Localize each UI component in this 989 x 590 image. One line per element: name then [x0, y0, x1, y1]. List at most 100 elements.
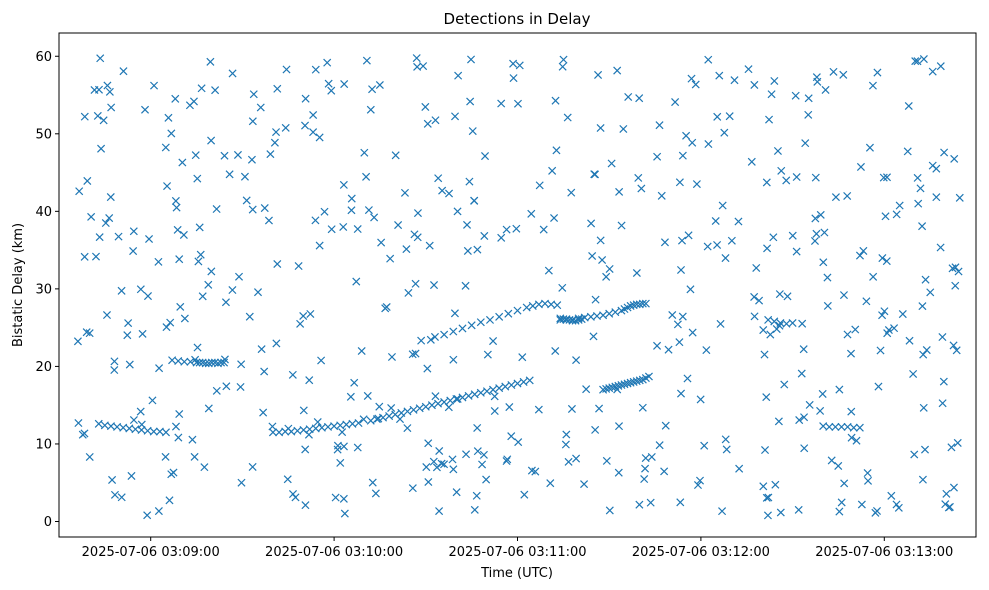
- data-point: [528, 301, 537, 310]
- data-point: [763, 244, 772, 253]
- data-point: [423, 364, 432, 373]
- data-point: [647, 452, 656, 461]
- data-point: [546, 479, 555, 488]
- data-point: [664, 345, 673, 354]
- data-point: [687, 74, 696, 83]
- data-point: [425, 241, 434, 250]
- data-point: [602, 384, 611, 393]
- data-point: [839, 70, 848, 79]
- data-point: [93, 111, 102, 120]
- data-point: [716, 319, 725, 328]
- data-point: [80, 252, 89, 261]
- data-point: [953, 438, 962, 447]
- data-point: [688, 328, 697, 337]
- data-point: [798, 319, 807, 328]
- data-point: [237, 478, 246, 487]
- data-point: [668, 310, 677, 320]
- data-point: [882, 173, 892, 182]
- data-point: [458, 393, 467, 402]
- data-point: [514, 438, 523, 447]
- data-point: [176, 302, 185, 311]
- data-point: [473, 447, 482, 456]
- data-point: [73, 337, 82, 346]
- data-point: [502, 456, 511, 466]
- data-point: [466, 97, 475, 106]
- data-point: [256, 103, 265, 112]
- data-point: [249, 90, 258, 99]
- data-point: [419, 62, 428, 71]
- data-point: [945, 502, 954, 511]
- data-point: [430, 332, 439, 341]
- data-point: [696, 395, 705, 404]
- data-point: [750, 312, 759, 321]
- data-point: [192, 358, 201, 367]
- data-point: [561, 440, 570, 449]
- data-point: [843, 191, 852, 201]
- data-point: [918, 302, 927, 311]
- data-point: [366, 105, 375, 114]
- data-point: [800, 413, 809, 422]
- data-point: [368, 85, 377, 94]
- data-point: [635, 376, 644, 385]
- data-point: [851, 325, 860, 334]
- data-point: [752, 263, 761, 272]
- data-point: [438, 186, 447, 195]
- data-point: [834, 461, 843, 470]
- data-point: [451, 112, 460, 121]
- data-point: [582, 385, 591, 394]
- data-point: [80, 112, 89, 121]
- data-point: [776, 508, 785, 517]
- data-point: [837, 498, 846, 507]
- data-point: [228, 285, 237, 295]
- data-point: [339, 180, 348, 189]
- data-point: [773, 146, 782, 155]
- data-point: [476, 318, 485, 327]
- data-point: [270, 138, 279, 147]
- data-point: [839, 291, 848, 300]
- data-point: [466, 55, 476, 64]
- data-point: [465, 177, 474, 186]
- data-point: [440, 398, 449, 407]
- data-point: [840, 479, 849, 488]
- data-point: [391, 151, 400, 160]
- data-point: [495, 312, 504, 321]
- data-point: [880, 307, 889, 316]
- data-point: [551, 346, 560, 356]
- data-point: [683, 374, 692, 383]
- data-point: [450, 309, 459, 318]
- data-point: [481, 152, 490, 161]
- data-point: [868, 81, 877, 90]
- data-point: [629, 377, 638, 386]
- data-point: [641, 454, 650, 463]
- data-point: [435, 507, 444, 516]
- y-tick-label: 30: [35, 282, 52, 297]
- data-point: [948, 264, 957, 273]
- data-point: [795, 416, 804, 425]
- data-point: [813, 77, 822, 86]
- data-point: [272, 339, 281, 348]
- data-point: [771, 480, 780, 489]
- data-point: [117, 493, 126, 502]
- data-point: [315, 133, 324, 142]
- data-point: [397, 408, 406, 417]
- data-point: [904, 101, 913, 111]
- data-point: [515, 61, 524, 70]
- data-point: [394, 221, 403, 230]
- data-point: [777, 166, 786, 175]
- data-point: [624, 92, 633, 102]
- data-point: [637, 184, 646, 193]
- data-point: [242, 196, 251, 205]
- data-point: [791, 91, 800, 100]
- data-point: [449, 327, 458, 336]
- data-point: [336, 458, 345, 467]
- data-point: [635, 500, 644, 509]
- data-point: [143, 511, 152, 520]
- data-point: [353, 443, 362, 452]
- data-point: [821, 85, 830, 94]
- data-point: [635, 94, 644, 103]
- data-point: [323, 58, 332, 67]
- data-point: [411, 349, 420, 358]
- data-point: [721, 435, 730, 444]
- data-point: [846, 349, 856, 358]
- data-point: [402, 245, 411, 254]
